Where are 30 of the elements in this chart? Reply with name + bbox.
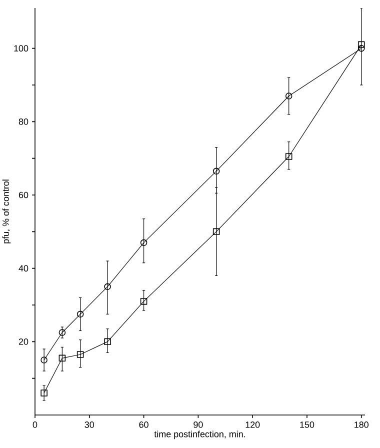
x-axis-title: time postinfection, min. bbox=[154, 430, 246, 440]
y-tick-label: 100 bbox=[14, 45, 28, 52]
x-tick-label: 150 bbox=[300, 422, 314, 428]
x-tick-label: 0 bbox=[32, 422, 38, 428]
point bbox=[140, 298, 148, 305]
y-tick-label: 40 bbox=[18, 265, 28, 272]
point bbox=[212, 168, 220, 175]
point bbox=[40, 390, 48, 396]
point bbox=[212, 228, 220, 236]
point bbox=[76, 310, 84, 318]
x-tick-label: 30 bbox=[84, 422, 94, 428]
point bbox=[58, 329, 66, 336]
point bbox=[104, 283, 111, 290]
point bbox=[40, 356, 48, 364]
x-tick-label: 180 bbox=[354, 422, 369, 428]
point bbox=[140, 239, 148, 246]
x-tick-label: 90 bbox=[194, 422, 203, 428]
point bbox=[104, 338, 111, 346]
point bbox=[58, 354, 66, 362]
point bbox=[358, 44, 365, 52]
y-axis-title: pfu, % of control bbox=[2, 180, 11, 244]
point bbox=[358, 41, 365, 48]
y-tick-label: 80 bbox=[18, 118, 28, 125]
point bbox=[285, 153, 292, 160]
y-tick-label: 20 bbox=[18, 338, 28, 345]
x-tick-label: 60 bbox=[139, 422, 148, 428]
point bbox=[285, 92, 292, 100]
point bbox=[76, 351, 84, 358]
y-tick-label: 60 bbox=[18, 192, 28, 198]
x-tick-label: 120 bbox=[246, 422, 260, 428]
